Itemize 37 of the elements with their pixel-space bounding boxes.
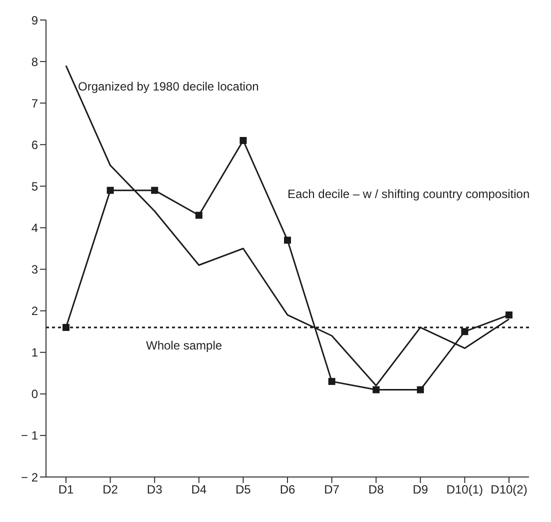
point [62, 324, 70, 331]
ref-line-label: Whole sample [146, 338, 222, 352]
x-tick-label: D4 [191, 482, 207, 497]
point [416, 386, 424, 394]
point [284, 236, 291, 244]
y-tick-label: 6 [31, 138, 38, 152]
x-tick-label: D5 [236, 482, 252, 497]
y-tick-label: 5 [31, 179, 38, 194]
x-tick-label: D2 [102, 482, 118, 497]
y-tick-label: 2 [31, 304, 38, 318]
point [461, 328, 468, 336]
series-label: Each decile – w / shifting country composition [288, 187, 530, 202]
y-tick-label: 3 [31, 262, 38, 277]
x-tick-label: D6 [280, 482, 296, 497]
point [151, 186, 158, 194]
y-tick-label: 9 [31, 13, 38, 28]
x-tick-label: D9 [412, 482, 428, 497]
y-tick-label: − 1 [20, 428, 38, 443]
y-tick-label: 1 [31, 346, 38, 360]
point [328, 378, 336, 385]
x-tick-label: D7 [324, 482, 340, 497]
point [372, 386, 380, 394]
y-tick-label: 0 [31, 387, 38, 402]
x-tick-label: D10(1) [446, 482, 484, 497]
y-tick-label: − 2 [20, 470, 38, 484]
point [240, 136, 247, 144]
x-tick-label: D1 [58, 482, 74, 497]
point [106, 186, 114, 194]
point [506, 311, 512, 318]
x-tick-label: D8 [368, 482, 384, 497]
y-tick-label: 7 [31, 96, 38, 110]
series-label: Organized by 1980 decile location [78, 80, 259, 94]
y-tick-label: 4 [31, 220, 38, 235]
y-tick-label: 8 [31, 54, 38, 69]
x-tick-label: D10(2) [490, 482, 528, 497]
point [195, 212, 202, 219]
x-tick-label: D3 [146, 482, 163, 497]
